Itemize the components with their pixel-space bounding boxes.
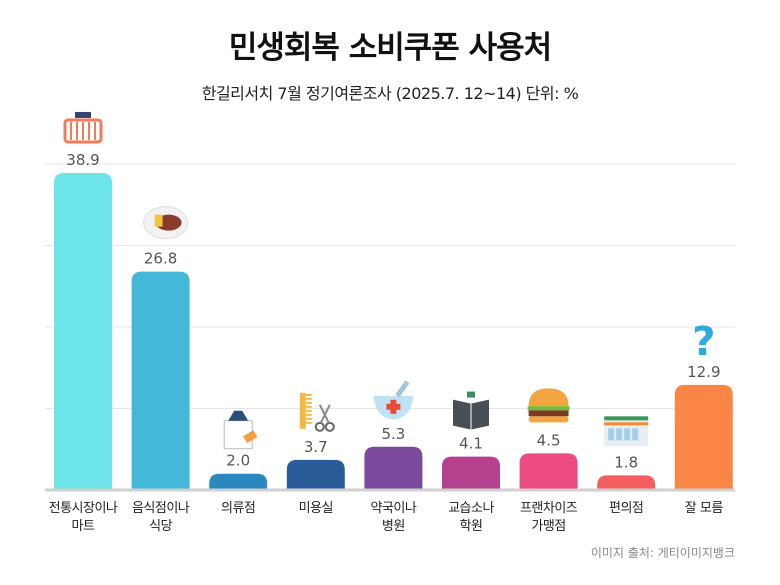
value-label: 12.9 [687,363,720,381]
category-label: 전통시장이나 마트 [48,501,118,534]
bar [54,172,112,490]
value-label: 4.1 [459,435,483,453]
category-label: 미용실 [298,501,334,516]
bar [364,446,423,490]
category-label: 교습소나 학원 [448,501,494,534]
clothes-bag-icon [223,410,258,450]
bar [597,475,656,490]
image-source: 이미지 출처: 게티이미지뱅크 [590,546,735,560]
basket-icon [63,111,103,144]
convenience-store-icon [604,416,649,447]
bar [442,456,500,490]
value-label: 2.0 [226,452,250,470]
bar [131,271,190,490]
category-label: 약국이나 병원 [370,501,417,534]
category-label: 잘 모름 [684,501,724,516]
question-icon: ? [692,319,715,365]
category-label: 프랜차이즈 가맹점 [519,501,578,534]
value-label: 38.9 [66,151,99,169]
pharmacy-icon [373,380,414,420]
burger-icon [527,388,570,423]
chart-subtitle: 한길리서치 7월 정기여론조사 (2025.7. 12~14) 단위: % [201,84,579,103]
value-label: 3.7 [304,438,328,456]
svg-text:?: ? [692,319,715,365]
value-label: 4.5 [537,431,561,449]
value-label: 5.3 [381,425,405,443]
bar [674,384,733,490]
value-label: 1.8 [614,453,638,471]
book-icon [453,391,489,430]
bar [209,473,268,490]
category-label: 의류점 [220,501,256,516]
category-label: 음식점이나 식당 [131,501,190,534]
category-label: 편의점 [608,501,644,516]
value-label: 26.8 [144,250,177,268]
comb-scissors-icon [299,392,335,432]
bar [519,453,578,490]
steak-icon [143,206,189,240]
bar [286,459,345,490]
chart-title: 민생회복 소비쿠폰 사용처 [228,30,552,66]
